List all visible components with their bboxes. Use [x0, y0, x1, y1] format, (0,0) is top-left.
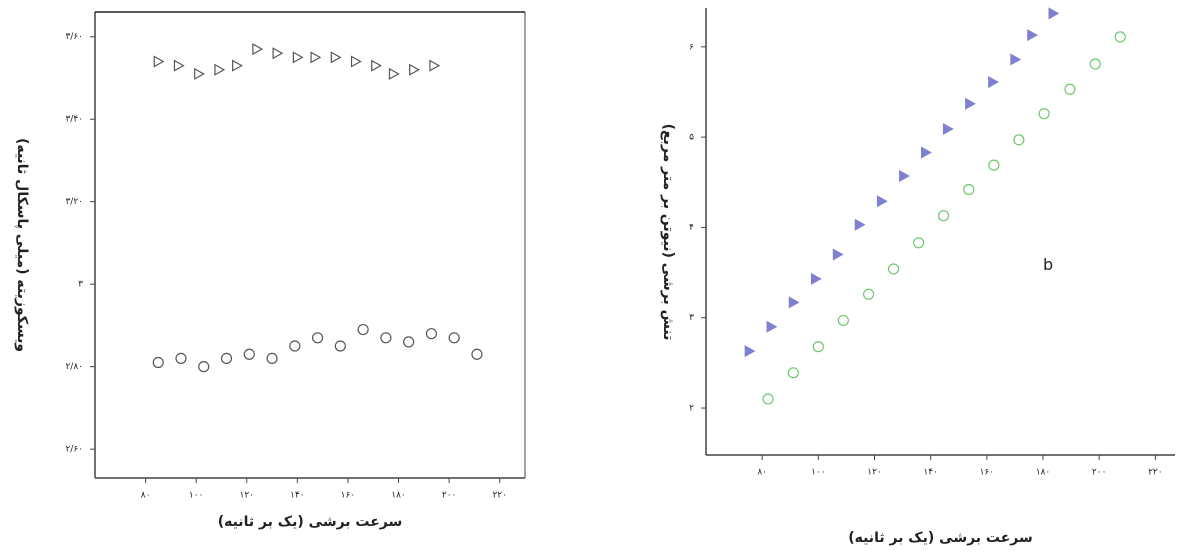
y-tick-label: ۳/۴۰ [65, 115, 83, 125]
point [152, 356, 164, 369]
x-tick-label: ۱۶۰ [980, 468, 995, 478]
point [409, 63, 420, 76]
point [311, 332, 324, 344]
point [429, 59, 441, 72]
point [350, 55, 362, 68]
point [330, 51, 342, 64]
y-tick-label: ۲ [689, 404, 694, 414]
point [220, 352, 233, 365]
point [788, 296, 800, 309]
point [243, 348, 255, 360]
point [942, 122, 954, 136]
point [744, 345, 756, 358]
x-tick-label: ۲۰۰ [1092, 468, 1107, 478]
point [1089, 58, 1101, 70]
x-tick-label: ۱۴۰ [290, 491, 305, 501]
point [153, 55, 165, 68]
point [1038, 108, 1050, 120]
point [357, 323, 369, 336]
point [175, 352, 187, 365]
y-tick-label: ۲/۶۰ [65, 445, 83, 455]
x-tick-label: ۸۰ [757, 468, 767, 478]
y-tick-label: ۳ [78, 280, 83, 290]
point [425, 328, 438, 340]
y-tick-label: ۴ [689, 223, 694, 233]
point [854, 218, 866, 231]
point [266, 352, 278, 365]
point [371, 59, 383, 72]
point [214, 63, 226, 76]
y-axis-title: ویسکوزیته (میلی پاسکال ثانیه) [14, 138, 30, 352]
point [380, 332, 392, 344]
point [988, 76, 999, 89]
point [310, 51, 322, 64]
point [899, 169, 910, 182]
point [965, 97, 976, 110]
point [388, 67, 400, 80]
x-axis-title: سرعت برشی (یک بر ثانیه) [218, 514, 403, 530]
x-tick-label: ۲۰۰ [442, 491, 457, 501]
x-tick-label: ۱۲۰ [240, 491, 255, 501]
annotation: b [1043, 255, 1053, 274]
x-tick-label: ۱۰۰ [189, 491, 204, 501]
x-tick-label: ۱۸۰ [391, 491, 406, 501]
point [810, 272, 822, 285]
point [787, 367, 799, 379]
y-tick-label: ۲/۸۰ [65, 362, 83, 372]
point [921, 146, 932, 159]
y-tick-label: ۶ [689, 42, 694, 52]
x-tick-label: ۱۸۰ [1036, 468, 1051, 478]
point [887, 263, 900, 275]
point [272, 47, 284, 60]
point [812, 341, 824, 353]
point [1048, 7, 1060, 20]
point [1010, 53, 1022, 66]
point [937, 210, 950, 222]
x-tick-label: ۱۴۰ [923, 468, 938, 478]
point [963, 183, 975, 196]
y-axis-title: تنش برشی (نیوتن بر متر مربع) [660, 124, 676, 341]
point [766, 320, 778, 333]
y-tick-label: ۳ [689, 313, 694, 323]
chart: ۲/۶۰ ۲/۸۰ ۳ ۳/۲۰ ۳/۴۰ ۳/۶۰ ۸۰ ۱۰۰ ۱۲۰ ۱۴۰ ۱۶۰ ۱۸۰ ۲۰… [14, 11, 526, 530]
point [198, 361, 210, 373]
point [832, 248, 844, 261]
point [912, 237, 925, 249]
point [1013, 134, 1025, 146]
x-tick-label: ۸۰ [141, 491, 151, 501]
x-tick-label: ۱۰۰ [811, 468, 826, 478]
point [837, 314, 849, 327]
y-tick-label: ۳/۲۰ [65, 197, 83, 207]
point [292, 51, 304, 64]
x-tick-label: ۲۲۰ [492, 491, 507, 501]
point [863, 288, 875, 300]
point [252, 43, 264, 56]
point [1027, 29, 1039, 42]
point [1114, 31, 1126, 43]
point [194, 67, 205, 80]
chart: ۲ ۳ ۴ ۵ ۶ ۸۰ ۱۰۰ ۱۲۰ ۱۴۰ ۱۶۰ ۱۸۰ ۲۰۰ ۲۲۰ سرعت برشی (ی… [660, 7, 1175, 546]
point [448, 332, 460, 344]
point [988, 159, 1000, 171]
point [471, 348, 483, 360]
point [289, 340, 301, 352]
y-tick-label: ۳/۶۰ [65, 32, 83, 42]
point [762, 393, 774, 405]
x-tick-label: ۱۲۰ [867, 468, 882, 478]
y-tick-label: ۵ [689, 133, 694, 143]
point [403, 336, 415, 348]
point [173, 59, 185, 72]
point [334, 340, 346, 352]
x-tick-label: ۱۶۰ [341, 491, 356, 501]
x-tick-label: ۲۲۰ [1148, 468, 1163, 478]
point [876, 195, 888, 208]
point [1064, 83, 1076, 95]
x-axis-title: سرعت برشی (یک بر ثانیه) [848, 530, 1033, 546]
point [232, 59, 243, 72]
